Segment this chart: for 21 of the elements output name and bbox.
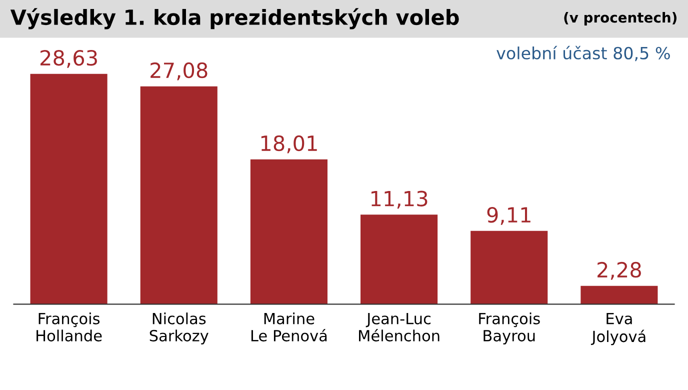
bar [250, 159, 328, 304]
x-tick-label: Eva Jolyová [590, 313, 646, 346]
x-tick-label: François Hollande [36, 312, 102, 342]
bar [360, 214, 438, 304]
data-label: 27,08 [150, 62, 208, 80]
x-tick-label: Marine Le Penová [251, 312, 327, 342]
x-tick-label: Nicolas Sarkozy [150, 312, 208, 344]
chart-title: Výsledky 1. kola prezidentských voleb [10, 8, 459, 30]
bar [580, 286, 658, 304]
data-label: 28,63 [40, 50, 97, 68]
data-label: 2,28 [598, 262, 641, 280]
bar [140, 86, 218, 304]
x-tick-label: Jean-Luc Mélenchon [359, 313, 440, 342]
chart-subtitle: (v procentech) [564, 12, 676, 26]
bar [470, 230, 548, 304]
text: volební účast 80,5 % [496, 46, 670, 62]
data-label: 18,01 [261, 135, 317, 154]
data-label: 11,13 [372, 190, 428, 209]
x-tick-label: François Bayrou [479, 312, 540, 344]
data-label: 9,11 [487, 206, 530, 225]
bar [30, 74, 108, 304]
